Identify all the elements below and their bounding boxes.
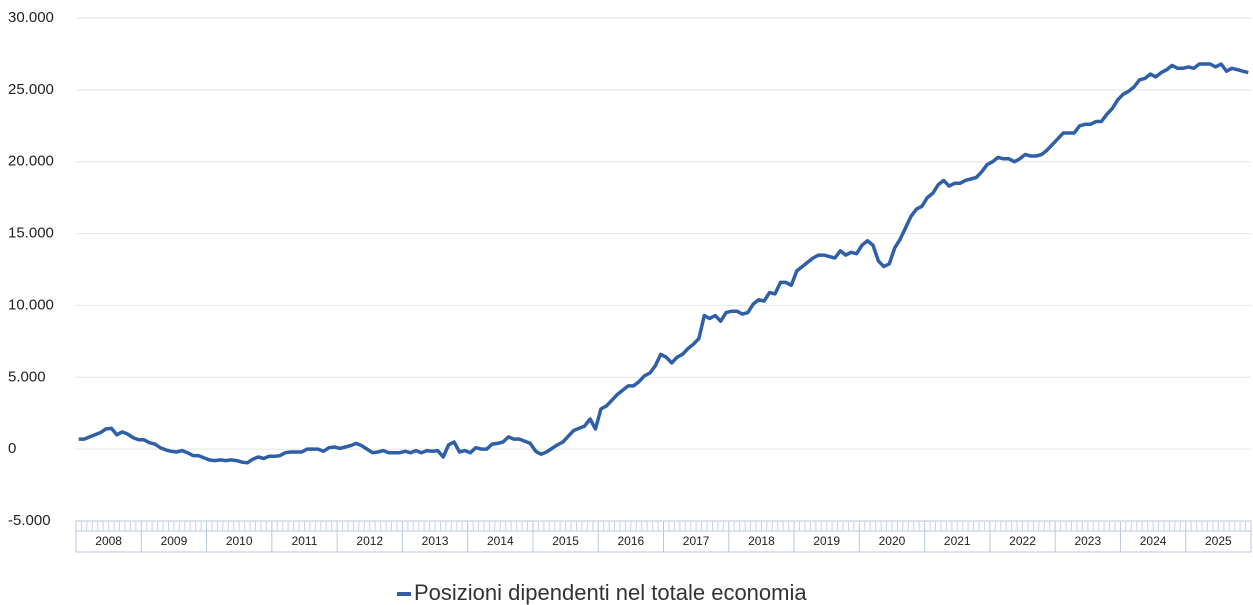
x-tick-label: 2015 <box>552 534 579 548</box>
data-line <box>78 62 1249 465</box>
y-tick-label: 0 <box>8 440 16 457</box>
x-tick-label: 2018 <box>748 534 775 548</box>
legend: Posizioni dipendenti nel totale economia <box>397 580 807 605</box>
x-tick-label: 2011 <box>292 534 318 548</box>
x-tick-label: 2009 <box>161 534 188 548</box>
legend-label: Posizioni dipendenti nel totale economia <box>414 580 807 605</box>
y-tick-label: 15.000 <box>8 225 54 242</box>
y-tick-label: 25.000 <box>8 81 54 98</box>
x-tick-label: 2020 <box>879 534 906 548</box>
x-tick-label: 2019 <box>813 534 840 548</box>
x-tick-label: 2023 <box>1074 534 1101 548</box>
y-tick-label: -5.000 <box>8 512 51 529</box>
grid: -5.000 0 5.000 10.000 15.000 20.000 25.000 30.0… <box>8 9 1251 529</box>
x-tick-label: 2013 <box>422 534 449 548</box>
x-tick-label: 2022 <box>1009 534 1036 548</box>
x-tick-label: 2024 <box>1140 534 1167 548</box>
x-tick-label: 2014 <box>487 534 514 548</box>
x-tick-label: 2025 <box>1205 534 1232 548</box>
y-tick-label: 5.000 <box>8 368 46 385</box>
y-tick-label: 10.000 <box>8 296 54 313</box>
x-tick-label: 2008 <box>95 534 122 548</box>
category-axis: 2008 2009 2010 2011 2012 2013 2014 2015 2016 2017… <box>75 520 1252 553</box>
x-tick-label: 2016 <box>618 534 645 548</box>
y-tick-label: 30.000 <box>8 9 54 26</box>
x-tick-label: 2017 <box>683 534 710 548</box>
x-tick-label: 2012 <box>356 534 383 548</box>
x-tick-label: 2021 <box>944 534 971 548</box>
x-tick-label: 2010 <box>226 534 253 548</box>
y-tick-label: 20.000 <box>8 153 54 170</box>
plot <box>78 62 1249 465</box>
